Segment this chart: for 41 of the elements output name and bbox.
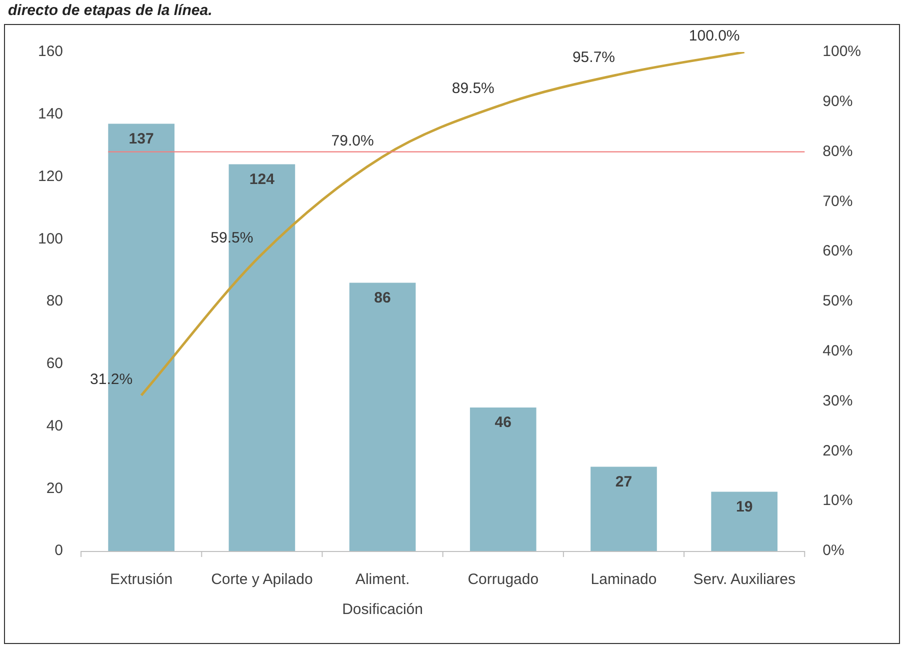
data-label: 86 bbox=[374, 289, 391, 306]
bar bbox=[470, 408, 536, 551]
y-tick-label: 160 bbox=[38, 43, 64, 60]
y-tick-label: 40 bbox=[46, 417, 64, 434]
y-tick-label: 0 bbox=[54, 542, 64, 560]
y-tick-label: 20 bbox=[46, 480, 64, 497]
data-label: 27 bbox=[615, 473, 632, 490]
x-tick-label: Aliment. Dosificación bbox=[342, 571, 423, 618]
y2-tick-label: 30% bbox=[822, 392, 853, 410]
y-tick-label: 100 bbox=[38, 230, 64, 248]
y2-tick-label: 90% bbox=[822, 93, 853, 110]
y2-tick-label: 50% bbox=[822, 292, 853, 310]
data-label: 89.5% bbox=[452, 80, 494, 98]
y-tick-label: 140 bbox=[38, 106, 64, 123]
y2-tick-label: 80% bbox=[822, 142, 853, 160]
data-label: 79.0% bbox=[331, 132, 374, 150]
x-tick-label: Corrugado bbox=[468, 571, 539, 588]
x-tick-label: Extrusión bbox=[110, 571, 173, 588]
chart-title: directo de etapas de la línea. bbox=[7, 1, 214, 21]
bar bbox=[711, 492, 778, 551]
y-tick-label: 80 bbox=[46, 292, 64, 310]
y-tick-label: 60 bbox=[46, 355, 64, 372]
bar bbox=[590, 466, 657, 551]
data-label: 19 bbox=[736, 498, 753, 516]
y2-tick-label: 0% bbox=[822, 542, 844, 560]
y2-tick-label: 40% bbox=[822, 342, 853, 360]
y2-tick-label: 10% bbox=[822, 492, 853, 510]
y2-tick-label: 70% bbox=[822, 192, 853, 210]
y2-tick-label: 100% bbox=[822, 43, 862, 60]
x-tick-label: Corte y Apilado bbox=[211, 571, 313, 588]
y2-tick-label: 20% bbox=[822, 442, 853, 460]
x-tick-label: Laminado bbox=[590, 571, 657, 588]
y2-tick-label: 60% bbox=[822, 242, 853, 260]
y-tick-label: 120 bbox=[38, 168, 64, 185]
data-label: 124 bbox=[249, 170, 276, 188]
bar bbox=[349, 282, 416, 551]
data-label: 100.0% bbox=[688, 28, 740, 45]
data-label: 95.7% bbox=[572, 49, 616, 66]
data-label: 137 bbox=[128, 130, 154, 148]
x-tick-label: Serv. Auxiliares bbox=[693, 571, 796, 588]
data-label: 46 bbox=[494, 414, 512, 432]
